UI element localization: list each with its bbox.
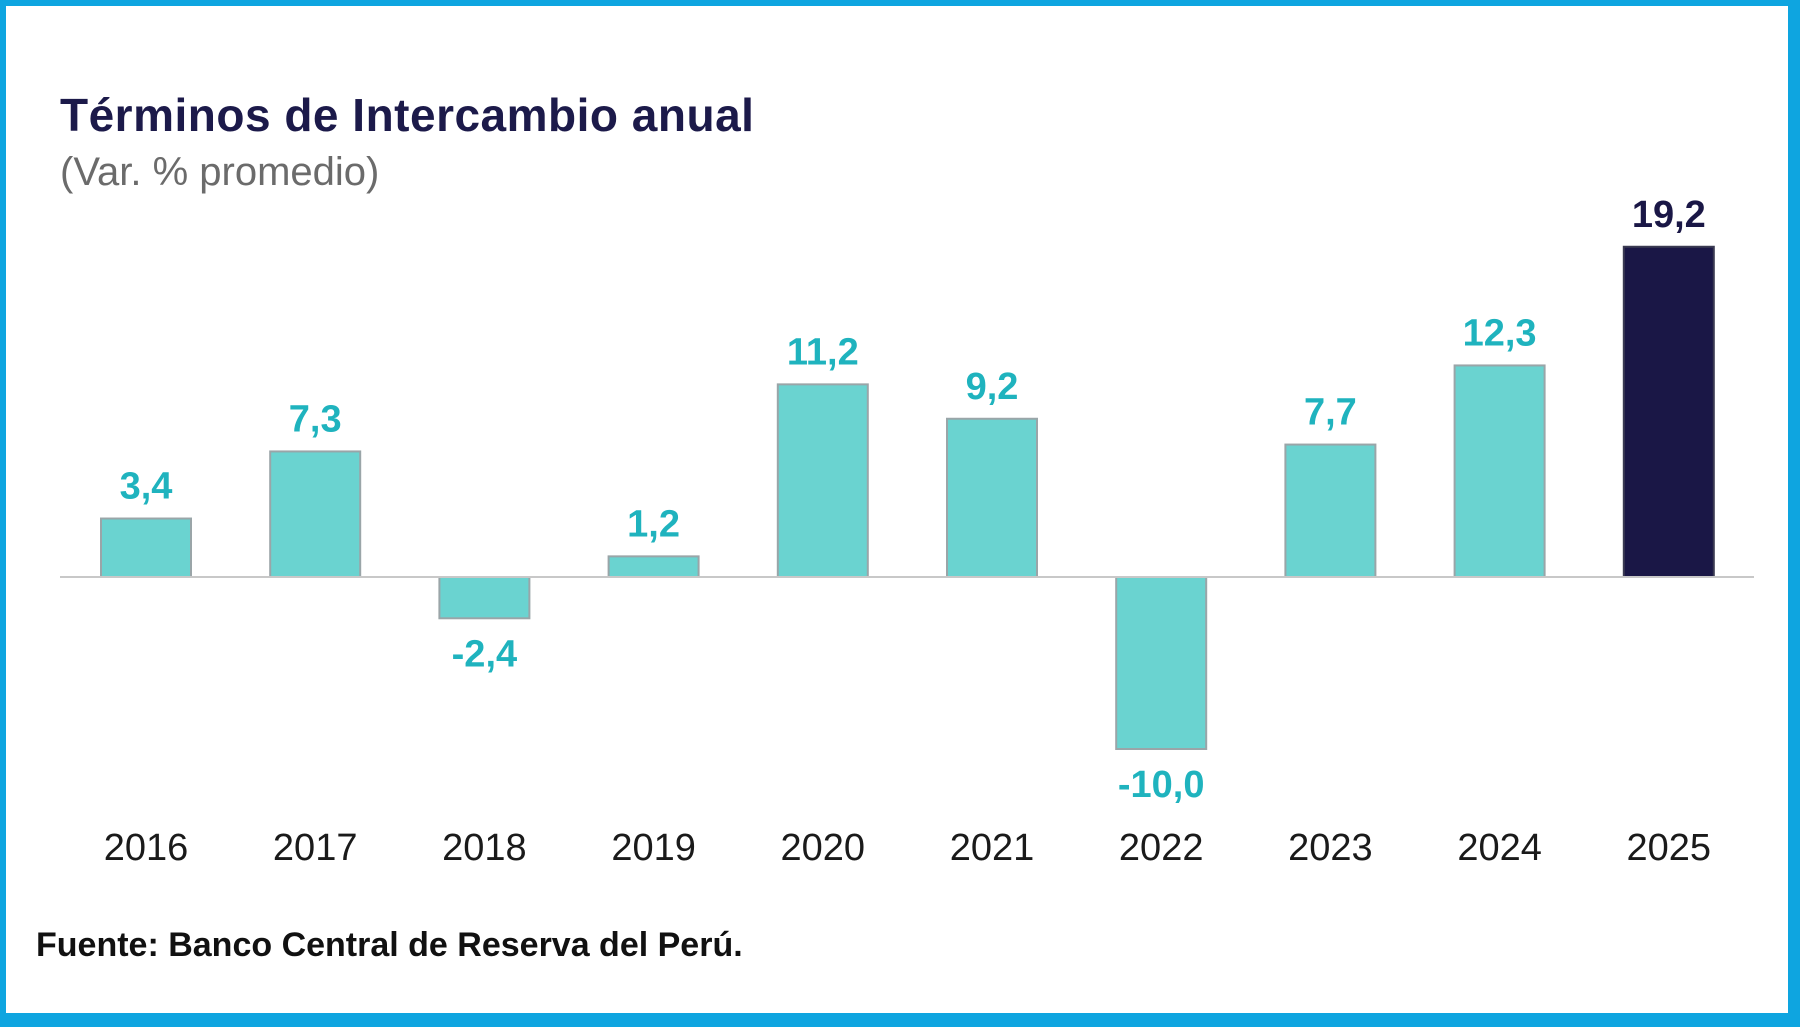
x-tick-label-2016: 2016 bbox=[104, 827, 189, 869]
bar-2024 bbox=[1453, 364, 1546, 578]
data-label-2016: 3,4 bbox=[120, 466, 173, 508]
x-tick-label-2018: 2018 bbox=[442, 827, 527, 869]
x-tick-label-2022: 2022 bbox=[1119, 827, 1204, 869]
bar-2018 bbox=[438, 576, 531, 620]
x-tick-label-2024: 2024 bbox=[1457, 827, 1542, 869]
x-tick-labels-group: 2016 2017 2018 2019 2020 2021 2022 2023 2024 2025 bbox=[104, 827, 1711, 869]
bar-2021 bbox=[946, 417, 1038, 579]
data-labels-group: 3,4 7,3 -2,4 1,2 11,2 9,2 -10,0 7,7 12,3 19,2 bbox=[120, 194, 1706, 806]
data-label-2020: 11,2 bbox=[787, 331, 859, 373]
bar-2023 bbox=[1284, 443, 1377, 578]
data-label-2021: 9,2 bbox=[966, 366, 1019, 408]
bar-2016 bbox=[100, 517, 192, 579]
bars-group bbox=[100, 245, 1715, 750]
data-label-2017: 7,3 bbox=[289, 398, 342, 440]
bar-2022 bbox=[1115, 576, 1208, 750]
x-tick-label-2021: 2021 bbox=[950, 827, 1035, 869]
source-note: Fuente: Banco Central de Reserva del Per… bbox=[36, 926, 743, 964]
x-tick-label-2019: 2019 bbox=[611, 827, 696, 869]
bar-2020 bbox=[776, 383, 869, 578]
chart-subtitle: (Var. % promedio) bbox=[60, 150, 380, 194]
data-label-2025: 19,2 bbox=[1632, 194, 1706, 236]
data-label-2023: 7,7 bbox=[1304, 392, 1357, 434]
x-tick-label-2025: 2025 bbox=[1627, 827, 1712, 869]
x-tick-label-2023: 2023 bbox=[1288, 827, 1373, 869]
data-label-2024: 12,3 bbox=[1463, 312, 1537, 354]
chart-title: Términos de Intercambio anual bbox=[60, 89, 755, 141]
data-label-2022: -10,0 bbox=[1118, 764, 1205, 806]
data-label-2018: -2,4 bbox=[452, 633, 517, 675]
bar-2017 bbox=[269, 450, 362, 578]
data-label-2019: 1,2 bbox=[627, 503, 680, 545]
x-tick-label-2017: 2017 bbox=[273, 827, 358, 869]
x-tick-label-2020: 2020 bbox=[781, 827, 866, 869]
bar-2025 bbox=[1622, 245, 1715, 578]
bar-2019 bbox=[607, 555, 700, 578]
